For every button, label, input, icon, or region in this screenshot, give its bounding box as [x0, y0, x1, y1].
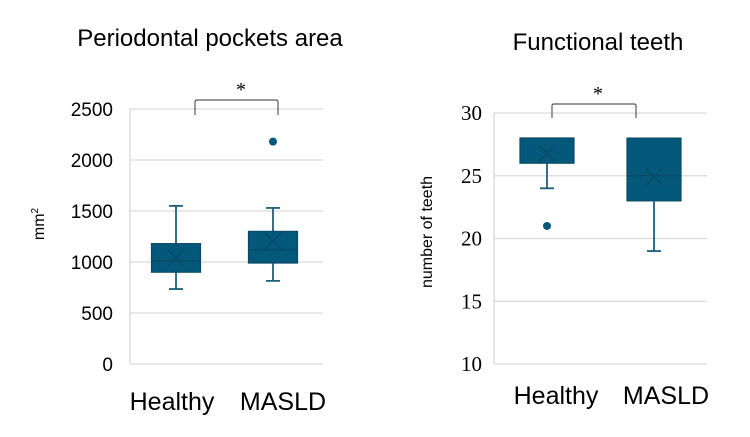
y-axis-label-superscript: 2 [30, 207, 41, 213]
y-axis-label-unit: mm [31, 213, 48, 240]
significance-star: * [593, 83, 603, 105]
y-tick-labels: 0 500 1000 1500 2000 2500 [71, 100, 113, 376]
bracket-line [194, 99, 279, 115]
mean-marker [264, 232, 282, 250]
x-tick-label-healthy: Healthy [514, 382, 599, 410]
mean-marker [538, 144, 556, 162]
box-masld [626, 137, 682, 252]
outlier-point [543, 221, 551, 230]
y-tick-label: 1000 [71, 253, 113, 274]
y-tick-label: 10 [461, 352, 482, 376]
y-axis-label: number of teeth [419, 176, 436, 288]
outlier-point [269, 137, 277, 146]
x-tick-label-healthy: Healthy [130, 388, 215, 416]
box-iqr [247, 230, 299, 264]
mean-marker [167, 249, 185, 267]
box-healthy [519, 137, 575, 230]
y-tick-labels: 10 15 20 25 30 [461, 101, 482, 376]
mean-marker [645, 168, 663, 186]
y-tick-label: 20 [461, 227, 482, 251]
box-plots [519, 137, 682, 252]
y-tick-label: 2000 [71, 151, 113, 172]
y-axis-label: mm2 [30, 207, 48, 240]
chart-title: Functional teeth [513, 29, 684, 56]
significance-star: * [236, 79, 246, 101]
y-tick-label: 1500 [71, 202, 113, 223]
box-masld [247, 137, 299, 282]
chart-title: Periodontal pockets area [77, 25, 343, 52]
y-tick-label: 15 [461, 289, 482, 313]
box-iqr [519, 137, 575, 164]
box-plots [150, 137, 299, 290]
x-tick-label-masld: MASLD [623, 382, 709, 410]
box-iqr [626, 137, 682, 202]
box-healthy [150, 204, 202, 290]
significance-bracket: * [194, 79, 279, 115]
y-tick-label: 30 [461, 101, 482, 125]
y-tick-label: 2500 [71, 100, 113, 121]
x-tick-label-masld: MASLD [240, 388, 326, 416]
chart-periodontal-pockets-area: Periodontal pockets area mm2 0 500 1000 150… [30, 25, 343, 416]
y-tick-label: 25 [461, 164, 482, 188]
significance-bracket: * [551, 83, 637, 118]
y-tick-label: 0 [102, 355, 113, 376]
chart-functional-teeth: Functional teeth number of teeth 10 15 20 2… [419, 29, 709, 410]
bracket-line [551, 103, 637, 118]
y-tick-label: 500 [81, 304, 113, 325]
